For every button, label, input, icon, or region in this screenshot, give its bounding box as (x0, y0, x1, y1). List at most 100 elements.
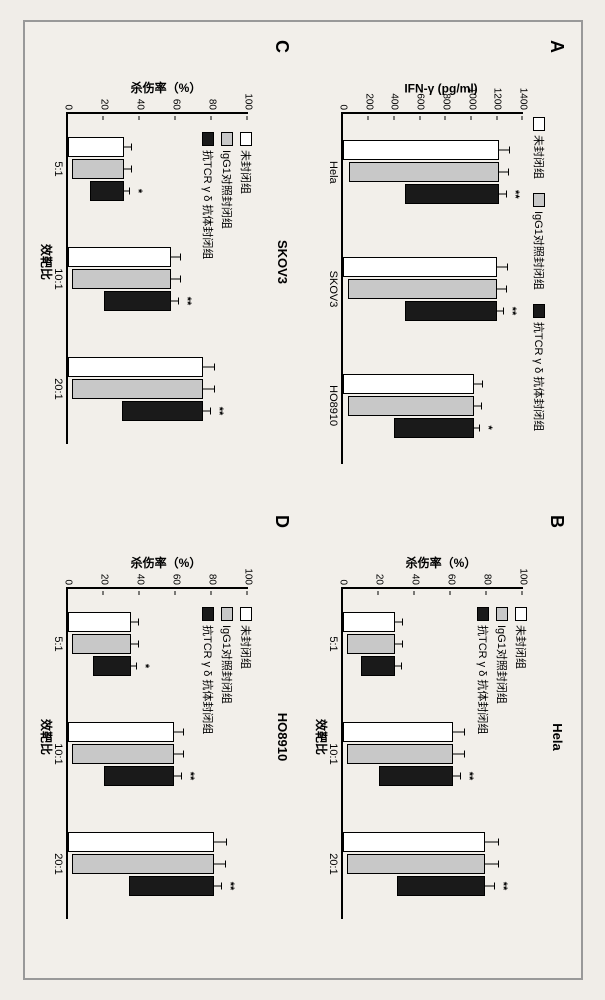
legend-swatch-open (533, 117, 545, 131)
y-tick: 60 (170, 574, 181, 589)
x-axis-label: 效靶比 (313, 719, 330, 755)
error-bar (123, 169, 132, 170)
panel-label: B (546, 515, 567, 528)
panel-label: D (271, 515, 292, 528)
error-bar (169, 279, 180, 280)
legend-swatch-dark (533, 304, 545, 318)
significance-marker: ** (497, 882, 509, 891)
y-tick: 60 (170, 99, 181, 114)
error-bar (472, 405, 482, 406)
y-tick: 200 (363, 93, 374, 114)
error-bar (472, 383, 482, 384)
y-tick: 0 (337, 104, 348, 114)
bar-light (346, 854, 485, 874)
y-axis-label: 杀伤率（%） (130, 79, 201, 96)
y-tick: 400 (388, 93, 399, 114)
significance-marker: * (132, 189, 144, 193)
bar-group: ** (68, 247, 171, 311)
bar-group: ** (343, 722, 453, 786)
error-bar (394, 666, 401, 667)
y-tick: 40 (134, 574, 145, 589)
error-bar (169, 257, 180, 258)
error-bar (452, 732, 465, 733)
y-tick: 0 (337, 579, 348, 589)
significance-marker: ** (506, 307, 518, 316)
legend-label: 未封闭组 (531, 135, 547, 179)
error-bar (173, 754, 184, 755)
panel-title: SKOV3 (275, 240, 290, 284)
error-bar (495, 311, 503, 312)
error-bar (169, 301, 178, 302)
significance-marker: ** (509, 190, 521, 199)
y-tick: 80 (206, 99, 217, 114)
bar-group: ** (343, 257, 497, 321)
y-tick: 100 (517, 568, 528, 589)
panel-d: D HO8910 未封闭组 IgG1对照封闭组 抗TCR γ δ 抗体封闭组 杀… (36, 507, 296, 967)
x-category-label: 20:1 (52, 378, 64, 399)
bar-group: * (68, 612, 131, 676)
significance-marker: ** (463, 772, 475, 781)
figure-container: A 未封闭组 IgG1对照封闭组 抗TCR γ δ 抗体封闭组 IFN-γ (p… (23, 20, 583, 980)
bar-dark: ** (379, 766, 453, 786)
bar-dark: ** (404, 184, 499, 204)
bar-light (71, 634, 131, 654)
bar-light (71, 744, 174, 764)
y-tick: 1000 (466, 88, 477, 114)
panel-b: B Hela 未封闭组 IgG1对照封闭组 抗TCR γ δ 抗体封闭组 杀伤率… (311, 507, 571, 967)
bar-group: * (343, 374, 474, 438)
x-category-label: 20:1 (52, 853, 64, 874)
error-bar (498, 150, 510, 151)
y-tick: 1400 (517, 88, 528, 114)
chart-area: 0200400600800100012001400**Hela**SKOV3*H… (341, 112, 523, 464)
error-bar (452, 776, 461, 777)
error-bar (484, 864, 498, 865)
error-bar (495, 267, 507, 268)
error-bar (498, 194, 507, 195)
y-tick: 800 (440, 93, 451, 114)
bar-open (343, 140, 499, 160)
y-tick: 80 (481, 574, 492, 589)
significance-marker: * (481, 426, 493, 430)
bar-open (343, 257, 497, 277)
y-axis-label: 杀伤率（%） (405, 554, 476, 571)
bar-group: ** (343, 832, 485, 896)
error-bar (394, 622, 403, 623)
bar-dark: ** (104, 766, 174, 786)
x-category-label: 5:1 (52, 636, 64, 651)
error-bar (130, 666, 137, 667)
chart-area: 0204060801005:1**10:1**20:1 (341, 587, 523, 919)
y-tick: 20 (373, 574, 384, 589)
bar-open (343, 722, 453, 742)
bar-open (343, 832, 485, 852)
error-bar (130, 622, 139, 623)
significance-marker: ** (180, 297, 192, 306)
y-tick: 60 (445, 574, 456, 589)
bar-group: * (68, 137, 124, 201)
panel-title: HO8910 (275, 713, 290, 761)
bar-group: ** (68, 722, 174, 786)
y-tick: 20 (98, 574, 109, 589)
error-bar (495, 289, 507, 290)
bar-dark: ** (397, 876, 485, 896)
bar-dark: ** (104, 291, 171, 311)
error-bar (472, 427, 479, 428)
legend-item: 抗TCR γ δ 抗体封闭组 (531, 304, 547, 431)
legend-item: IgG1对照封闭组 (531, 193, 547, 290)
chart-area: 020406080100*5:1**10:1**20:1 (66, 587, 248, 919)
error-bar (123, 191, 130, 192)
bar-open (68, 357, 203, 377)
legend-item: 未封闭组 (531, 117, 547, 179)
x-category-label: 20:1 (327, 853, 339, 874)
significance-marker: * (139, 664, 151, 668)
legend: 未封闭组 IgG1对照封闭组 抗TCR γ δ 抗体封闭组 (531, 117, 547, 431)
y-tick: 100 (242, 568, 253, 589)
x-axis-label: 效靶比 (38, 244, 55, 280)
bar-group: ** (68, 357, 203, 421)
bar-light (348, 396, 473, 416)
bar-open (68, 247, 171, 267)
y-tick: 100 (242, 93, 253, 114)
bar-dark: * (89, 181, 123, 201)
bar-light (346, 634, 395, 654)
x-category-label: 5:1 (52, 161, 64, 176)
bar-open (68, 137, 124, 157)
